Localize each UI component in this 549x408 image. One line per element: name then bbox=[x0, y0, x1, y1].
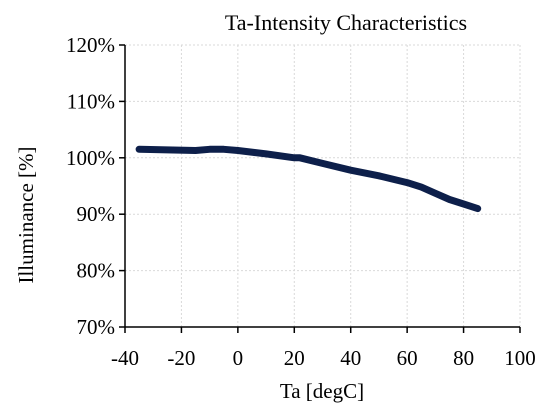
y-tick-label: 70% bbox=[77, 315, 116, 339]
x-tick-label: 100 bbox=[504, 346, 536, 370]
y-tick-label: 120% bbox=[66, 33, 115, 57]
y-tick-label: 80% bbox=[77, 259, 116, 283]
y-tick-label: 100% bbox=[66, 146, 115, 170]
series-group bbox=[135, 145, 482, 213]
x-tick-label: -40 bbox=[111, 346, 139, 370]
grid-lines bbox=[125, 44, 521, 327]
x-tick-label: 60 bbox=[397, 346, 418, 370]
axes bbox=[119, 44, 521, 333]
y-tick-labels: 70% 80% 90% 100% 110% 120% bbox=[66, 33, 115, 339]
series-line bbox=[135, 145, 482, 213]
y-axis-label: Illuminance [%] bbox=[14, 146, 38, 283]
x-tick-label: 40 bbox=[340, 346, 361, 370]
y-tick-label: 110% bbox=[67, 89, 115, 113]
x-tick-label: 20 bbox=[284, 346, 305, 370]
x-tick-label: 0 bbox=[233, 346, 244, 370]
y-tick-label: 90% bbox=[77, 202, 116, 226]
x-tick-label: -20 bbox=[167, 346, 195, 370]
x-tick-label: 80 bbox=[453, 346, 474, 370]
chart-title: Ta-Intensity Characteristics bbox=[225, 10, 467, 35]
x-tick-labels: -40 -20 0 20 40 60 80 100 bbox=[111, 346, 536, 370]
x-axis-label: Ta [degC] bbox=[280, 379, 364, 403]
